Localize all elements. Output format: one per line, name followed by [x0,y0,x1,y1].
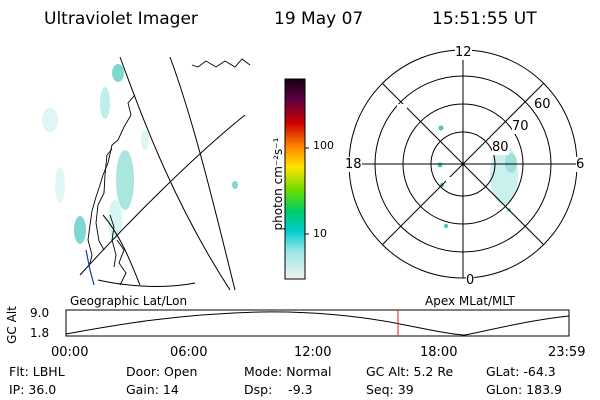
mlt-label-6: 6 [576,157,585,172]
glat-status: GLat: -64.3 [486,364,556,379]
seq-status: Seq: 39 [366,382,414,397]
altitude-curve [65,311,570,336]
lat-label-60: 60 [534,97,551,112]
time-tick-1800: 18:00 [420,345,458,360]
mlt-label-18: 18 [345,157,362,172]
coastline [87,58,251,286]
ip-status: IP: 36.0 [9,382,57,397]
dsp-status: Dsp: -9.3 [244,382,313,397]
gc-alt-status: GC Alt: 5.2 Re [366,364,454,379]
mlt-label-0: 0 [466,273,475,288]
terminator-line [85,249,95,286]
time-tick-2359: 23:59 [548,345,586,360]
time-tick-0000: 00:00 [51,345,89,360]
lat-label-70: 70 [512,119,529,134]
aurora-emission-geographic [42,64,238,244]
mlt-meridians [349,50,577,278]
geographic-image [42,56,251,291]
color-gradient [284,78,306,280]
color-scale-bar [284,78,309,280]
time-tick-1200: 12:00 [294,345,332,360]
colorbar-tick-10: 10 [313,227,327,240]
altitude-tick-low: 1.8 [30,326,50,340]
instrument-title: Ultraviolet Imager [44,9,198,29]
altitude-plot-frame [65,309,570,337]
altitude-plot [65,309,570,337]
mode-status: Mode: Normal [244,364,332,379]
colorbar-tick-100: 100 [313,139,334,152]
time-tick-0600: 06:00 [170,345,208,360]
apex-projection-label: Apex MLat/MLT [425,294,515,308]
geographic-projection-label: Geographic Lat/Lon [70,294,188,308]
mlt-label-12: 12 [455,45,472,60]
door-status: Door: Open [126,364,198,379]
lat-label-80: 80 [492,140,509,155]
observation-date: 19 May 07 [274,9,364,29]
glon-status: GLon: 183.9 [486,382,562,397]
grid-lines [79,56,246,291]
altitude-tick-high: 9.0 [30,306,50,320]
colorbar-unit-label: photon cm⁻²s⁻¹ [271,137,285,231]
polar-plot [348,49,578,279]
filter-status: Flt: LBHL [9,364,65,379]
altitude-axis-title: GC Alt [5,306,19,344]
gain-status: Gain: 14 [126,382,179,397]
observation-time: 15:51:55 UT [432,9,537,29]
